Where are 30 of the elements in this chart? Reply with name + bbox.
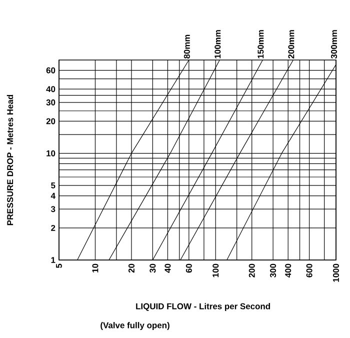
text: 100mm: [214, 30, 221, 58]
x-tick-label: 30: [150, 264, 156, 273]
y-tick-label: 1: [51, 257, 56, 263]
x-tick-label: 20: [128, 264, 134, 273]
x-tick-label: 5: [56, 264, 62, 268]
text: 300mm: [331, 30, 338, 59]
text: (Valve fully open): [100, 322, 170, 330]
y-tick-label: 4: [50, 192, 56, 199]
x-tick-label: 400: [285, 264, 292, 278]
y-tick-label: 5: [51, 182, 56, 188]
text: 80mm: [184, 34, 190, 59]
x-tick-label: 40: [164, 264, 171, 273]
x-axis-title: LIQUID FLOW - Litres per Second: [136, 303, 270, 311]
y-tick-label: 10: [46, 150, 56, 156]
y-tick-label: 30: [46, 99, 56, 106]
text: 150mm: [258, 30, 264, 58]
x-tick-label: 1000: [333, 264, 339, 282]
x-tick-label: 200: [248, 264, 255, 278]
y-tick-label: 20: [46, 118, 56, 124]
y-axis-title: PRESSURE DROP - Metres Head: [6, 94, 14, 226]
x-tick-label: 60: [186, 264, 192, 273]
y-tick-label: 60: [46, 67, 56, 74]
y-tick-label: 40: [46, 86, 56, 92]
x-tick-label: 300: [270, 264, 276, 278]
y-tick-label: 2: [51, 224, 56, 231]
y-tick-label: 3: [50, 206, 56, 212]
text: 200mm: [288, 30, 294, 58]
x-tick-label: 100: [212, 264, 219, 278]
x-tick-label: 600: [306, 264, 312, 278]
x-tick-label: 10: [92, 264, 98, 272]
